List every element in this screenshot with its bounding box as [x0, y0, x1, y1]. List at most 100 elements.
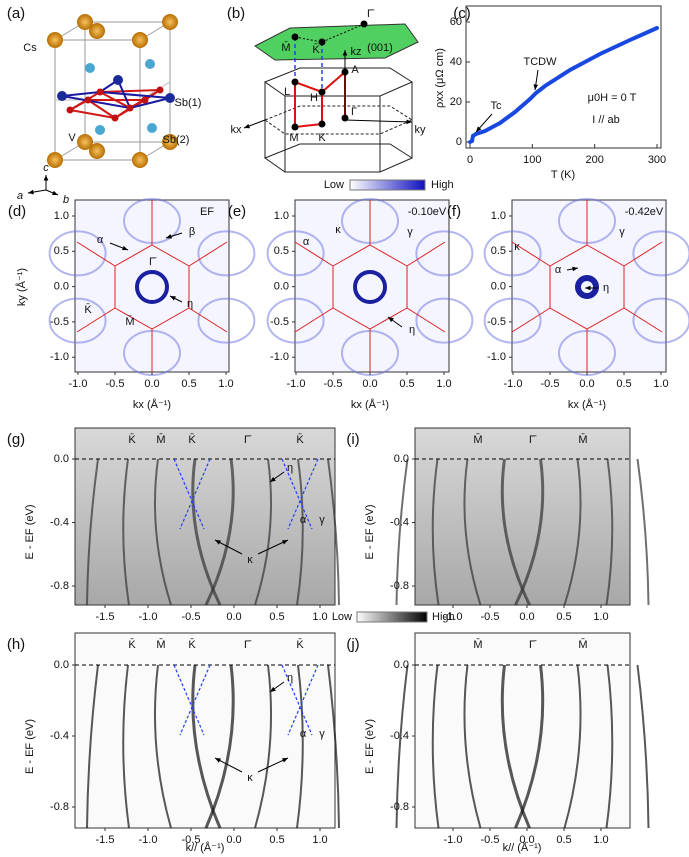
- arrow-head: [122, 245, 128, 251]
- y-tick-label: 0.5: [54, 245, 69, 257]
- x-tick-label: -1.0: [444, 611, 463, 623]
- point: [291, 78, 299, 86]
- band-ring: [197, 297, 256, 344]
- y-tick-label: 0.0: [54, 281, 69, 293]
- band: [395, 664, 409, 829]
- axis-title: E - EF (eV): [364, 504, 376, 559]
- y-tick-label: 0.0: [491, 281, 506, 293]
- sb2-atom: [147, 123, 157, 133]
- label: η: [287, 462, 293, 474]
- label: κ: [247, 772, 253, 784]
- x-tick-label: -0.5: [106, 378, 125, 390]
- cs-atom: [47, 152, 63, 168]
- arrow-head: [52, 190, 58, 196]
- line: [188, 241, 228, 267]
- arpes-cut: [414, 427, 631, 606]
- label: -0.42eV: [625, 206, 664, 218]
- band: [296, 458, 304, 606]
- arrow-head: [270, 686, 276, 692]
- band-ring: [483, 297, 542, 344]
- y-tick-label: 0.0: [274, 281, 289, 293]
- arrow-head: [166, 234, 172, 239]
- label: η: [603, 282, 609, 294]
- band: [153, 664, 172, 829]
- colorbar-blue: [349, 179, 426, 191]
- line: [281, 458, 313, 530]
- y-tick-label: -1.0: [50, 351, 69, 363]
- y-tick-label: -0.4: [50, 516, 69, 528]
- line: [511, 241, 551, 267]
- label: Low: [332, 611, 352, 623]
- arrow-head: [215, 540, 221, 545]
- label: κ: [514, 241, 520, 253]
- bz-bottom: [263, 143, 414, 173]
- x-tick-label: 0.0: [579, 378, 594, 390]
- label: H: [310, 92, 318, 104]
- x-tick-label: 0.0: [362, 378, 377, 390]
- arrow-head: [170, 296, 176, 301]
- gamma-pocket: [353, 270, 387, 304]
- x-tick-label: 0.0: [519, 611, 534, 623]
- x-tick-label: 1.0: [436, 378, 451, 390]
- band: [463, 458, 482, 606]
- x-tick-label: 1.0: [653, 378, 668, 390]
- y-tick-label: 0.0: [54, 453, 69, 465]
- y-tick-label: 0.5: [274, 245, 289, 257]
- x-tick-label: -1.0: [504, 378, 523, 390]
- sb1-atom: [165, 93, 175, 103]
- panel-label: (h): [7, 636, 25, 653]
- surface-bz: [254, 23, 419, 61]
- y-tick-label: -0.5: [50, 316, 69, 328]
- line: [129, 97, 171, 109]
- label: M̄: [578, 638, 587, 651]
- point: [341, 68, 349, 76]
- v-atom: [141, 96, 149, 104]
- arrow-head: [28, 189, 34, 195]
- band: [86, 458, 99, 606]
- label: η: [409, 324, 415, 336]
- x-tick-label: -0.5: [481, 611, 500, 623]
- label: α: [300, 514, 307, 526]
- x-tick-label: -1.5: [96, 834, 115, 846]
- line: [76, 307, 116, 333]
- label: Cs: [23, 42, 37, 54]
- sb2-atom: [145, 59, 155, 69]
- cs-atom: [162, 134, 178, 150]
- x-tick-label: 200: [585, 154, 603, 166]
- x-tick-label: 100: [523, 154, 541, 166]
- y-tick-label: -1.0: [270, 351, 289, 363]
- axis-title: ρxx (μΩ cm): [434, 48, 446, 108]
- axis-title: kx (Å⁻¹): [351, 398, 389, 411]
- label: M̄: [578, 433, 587, 446]
- label: kx: [231, 124, 243, 136]
- label: α: [97, 234, 104, 246]
- band-ring: [415, 230, 474, 277]
- y-tick-label: -0.4: [390, 516, 409, 528]
- kmap: [511, 199, 667, 373]
- y-tick-label: 1.0: [54, 210, 69, 222]
- point: [318, 88, 326, 96]
- label: EF: [200, 206, 214, 218]
- v-atom: [126, 104, 134, 112]
- panel-label: (e): [228, 203, 246, 220]
- band: [636, 664, 650, 829]
- x-tick-label: 1.0: [593, 834, 608, 846]
- line: [511, 307, 551, 333]
- band-ring: [266, 230, 325, 277]
- label: a: [17, 190, 23, 202]
- line: [344, 119, 413, 123]
- arrow-head: [43, 175, 49, 181]
- axis-title: kx (Å⁻¹): [133, 398, 171, 411]
- label: I // ab: [592, 114, 620, 126]
- line: [623, 307, 663, 333]
- x-tick-label: 0.0: [519, 834, 534, 846]
- point: [360, 20, 368, 28]
- label: L: [284, 86, 290, 98]
- arpes-cut: [74, 632, 336, 829]
- x-tick-label: -1.0: [444, 834, 463, 846]
- label: b: [63, 194, 69, 206]
- band-ring: [632, 297, 689, 344]
- label: Sb(1): [175, 97, 202, 109]
- x-tick-label: 0.5: [269, 834, 284, 846]
